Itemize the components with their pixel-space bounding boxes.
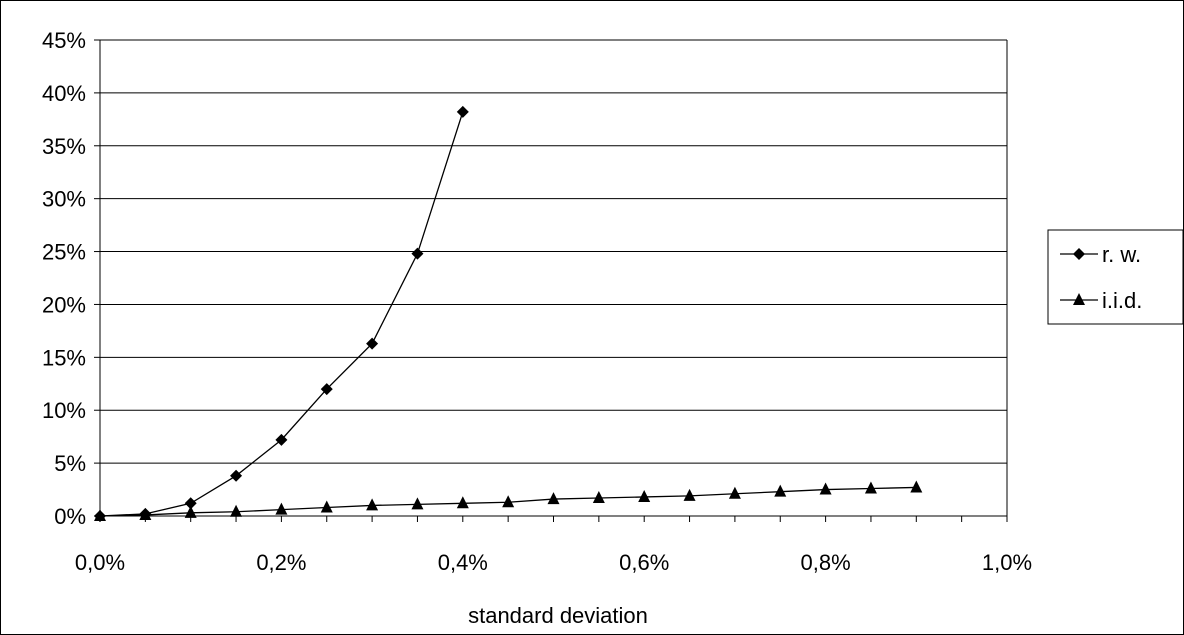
data-point-triangle <box>139 507 152 520</box>
legend-marker-diamond <box>1073 248 1085 260</box>
data-point-diamond <box>184 497 197 510</box>
data-point-triangle <box>502 495 515 508</box>
y-tick-label: 40% <box>42 81 86 106</box>
x-axis-ticks: 0,0% 0,2% 0,4% 0,6% 0,8% 1,0% <box>75 516 1032 575</box>
series-rw <box>94 105 469 522</box>
data-point-triangle <box>910 480 923 493</box>
series-layer <box>94 105 923 522</box>
x-axis-title: standard deviation <box>468 603 648 628</box>
data-point-triangle <box>547 492 560 505</box>
data-point-diamond <box>230 469 243 482</box>
data-point-diamond <box>366 337 379 350</box>
legend-label: i.i.d. <box>1102 288 1142 313</box>
data-point-triangle <box>728 486 741 499</box>
x-tick-label: 0,2% <box>256 550 306 575</box>
series-iid <box>94 480 923 521</box>
x-tick-label: 1,0% <box>982 550 1032 575</box>
y-tick-label: 5% <box>54 451 86 476</box>
x-tick-label: 0,6% <box>619 550 669 575</box>
y-tick-label: 45% <box>42 28 86 53</box>
data-point-triangle <box>638 489 651 502</box>
y-axis-ticks: 0% 5% 10% 15% 20% 25% 30% 35% 40% 45% <box>42 28 100 529</box>
legend-label: r. w. <box>1102 242 1141 267</box>
y-tick-label: 35% <box>42 134 86 159</box>
y-tick-label: 30% <box>42 187 86 212</box>
data-point-diamond <box>275 433 288 446</box>
x-tick-label: 0,8% <box>801 550 851 575</box>
x-tick-label: 0,4% <box>438 550 488 575</box>
gridlines <box>100 39 1007 464</box>
legend-marker-triangle <box>1073 293 1085 305</box>
legend: r. w. i.i.d. <box>1047 229 1184 325</box>
y-tick-label: 25% <box>42 240 86 265</box>
y-tick-label: 10% <box>42 398 86 423</box>
data-point-triangle <box>592 491 605 504</box>
data-point-triangle <box>366 498 379 511</box>
data-point-diamond <box>411 247 424 260</box>
data-point-triangle <box>456 496 469 509</box>
x-tick-label: 0,0% <box>75 550 125 575</box>
data-point-diamond <box>456 105 469 118</box>
data-point-triangle <box>320 500 333 513</box>
data-point-triangle <box>864 481 877 494</box>
data-point-triangle <box>683 488 696 501</box>
data-point-triangle <box>774 484 787 497</box>
data-point-triangle <box>411 497 424 510</box>
legend-box <box>1047 229 1184 325</box>
data-point-triangle <box>230 504 243 517</box>
y-tick-label: 0% <box>54 504 86 529</box>
data-point-diamond <box>320 383 333 396</box>
data-point-triangle <box>184 505 197 518</box>
data-point-triangle <box>819 482 832 495</box>
data-point-triangle <box>94 509 106 521</box>
y-tick-label: 20% <box>42 292 86 317</box>
y-tick-label: 15% <box>42 345 86 370</box>
data-point-triangle <box>275 502 288 515</box>
